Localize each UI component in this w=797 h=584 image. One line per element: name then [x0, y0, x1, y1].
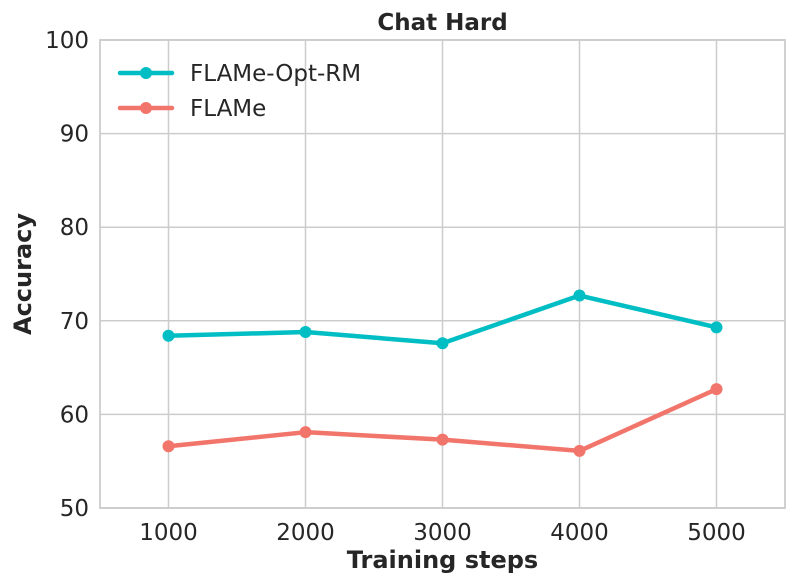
legend-swatch-marker	[140, 102, 152, 114]
data-point	[162, 440, 175, 453]
data-point	[162, 329, 175, 342]
chart-title: Chat Hard	[377, 10, 507, 36]
data-point	[710, 321, 723, 334]
data-point	[299, 426, 312, 439]
data-point	[573, 289, 586, 302]
x-tick-labels: 1000 2000 3000 4000 5000	[139, 520, 746, 546]
x-tick-label: 5000	[687, 520, 746, 546]
y-tick-label: 100	[45, 28, 89, 54]
y-axis-label: Accuracy	[9, 213, 37, 335]
data-point	[436, 337, 449, 350]
legend-swatch-marker	[140, 67, 152, 79]
legend-item: FLAMe-Opt-RM	[117, 61, 361, 87]
y-tick-label: 90	[60, 122, 89, 148]
data-point	[436, 433, 449, 446]
series-flame-opt-rm	[162, 289, 723, 350]
series-layer	[162, 289, 723, 457]
data-point	[299, 326, 312, 339]
data-point	[710, 383, 723, 396]
plot-frame	[99, 39, 786, 509]
series-flame	[162, 383, 723, 457]
legend: FLAMe-Opt-RM FLAMe	[117, 61, 361, 122]
x-tick-label: 2000	[276, 520, 335, 546]
x-axis-label: Training steps	[347, 546, 538, 574]
legend-item: FLAMe	[117, 96, 266, 122]
x-tick-label: 4000	[550, 520, 609, 546]
x-tick-label: 1000	[139, 520, 198, 546]
legend-label: FLAMe-Opt-RM	[190, 61, 361, 87]
y-tick-label: 50	[60, 496, 89, 522]
y-tick-label: 70	[60, 309, 89, 335]
y-tick-labels: 50 60 70 80 90 100	[45, 28, 89, 522]
y-tick-label: 60	[60, 402, 89, 428]
x-tick-label: 3000	[413, 520, 472, 546]
legend-label: FLAMe	[190, 96, 266, 122]
y-tick-label: 80	[60, 215, 89, 241]
data-point	[573, 444, 586, 457]
